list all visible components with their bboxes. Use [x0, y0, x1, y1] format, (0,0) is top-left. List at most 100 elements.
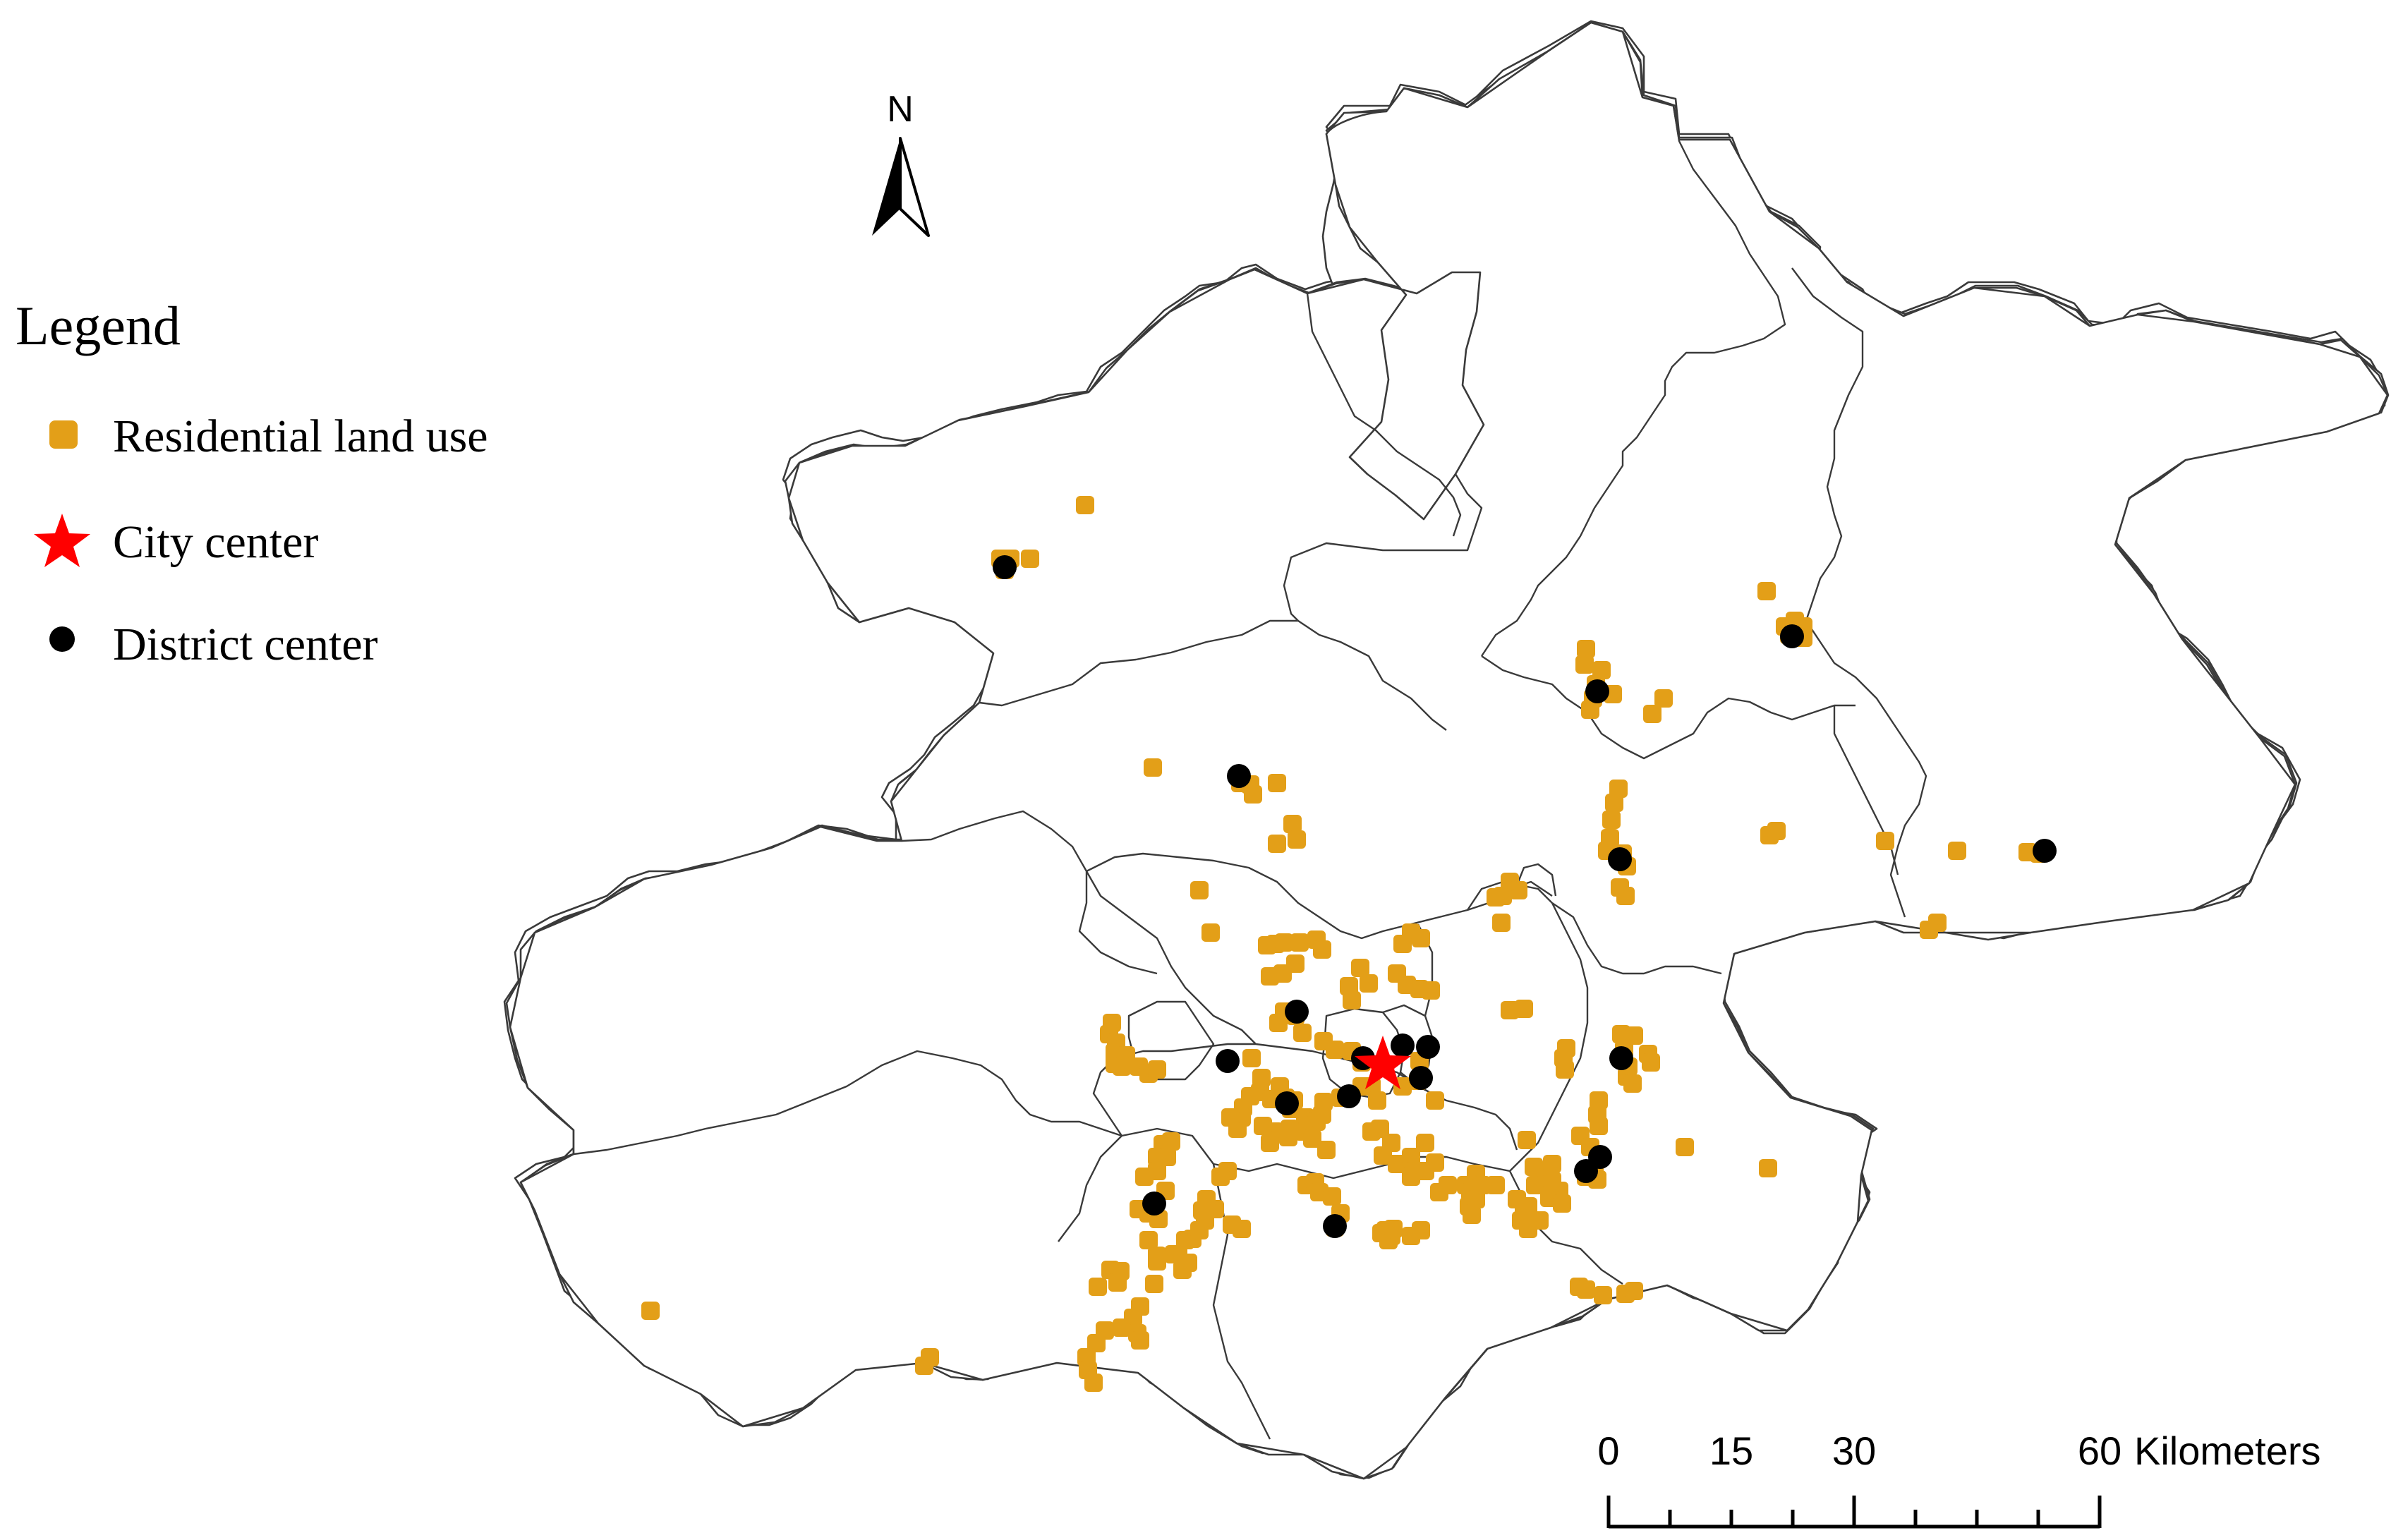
residential-land-use-marker	[1625, 1282, 1643, 1300]
residential-land-use-marker	[1193, 1201, 1211, 1220]
residential-land-use-marker	[1148, 1060, 1166, 1079]
scale-bar-line	[1606, 1496, 2102, 1529]
residential-land-use-marker	[1416, 1134, 1434, 1152]
residential-land-use-marker	[1351, 959, 1369, 977]
scale-tick-30: 30	[1832, 1429, 1876, 1473]
scale-tick-0: 0	[1597, 1429, 1619, 1473]
residential-land-use-marker	[1609, 780, 1628, 798]
boundary-huairou-west	[1283, 473, 1483, 622]
residential-land-use-marker	[1261, 1134, 1279, 1152]
district-center-marker	[1409, 1066, 1433, 1090]
boundary-tongzhou-east	[1551, 902, 1722, 975]
residential-land-use-marker	[1405, 1162, 1423, 1180]
boundary-mentougou-fangshan	[573, 1050, 1122, 1156]
legend-residential-symbol	[49, 420, 78, 449]
residential-land-use-marker	[1519, 1220, 1537, 1238]
residential-land-use-marker	[1467, 1190, 1485, 1208]
residential-land-use-marker	[1426, 1091, 1444, 1110]
residential-land-use-marker	[1087, 1334, 1106, 1352]
district-center-marker	[1275, 1091, 1299, 1115]
residential-land-use-marker	[1021, 550, 1039, 568]
district-center-markers	[993, 555, 2057, 1238]
residential-land-use-marker	[1581, 701, 1599, 719]
residential-land-use-marker	[1642, 1053, 1660, 1072]
residential-land-use-marker	[1515, 1000, 1533, 1018]
residential-land-use-marker	[1492, 914, 1511, 932]
boundary-huairou-miyun	[1481, 105, 1786, 657]
boundary-changping-west	[901, 810, 1158, 975]
residential-land-use-marker	[1314, 1093, 1333, 1111]
residential-land-use-marker	[1371, 1120, 1389, 1138]
residential-land-use-marker	[1543, 1155, 1561, 1173]
north-arrow-label: N	[887, 89, 914, 130]
residential-land-use-marker	[1131, 1331, 1149, 1350]
residential-land-use-marker	[1556, 1060, 1574, 1079]
city-center-star	[1355, 1036, 1411, 1089]
district-center-marker	[993, 555, 1017, 579]
north-arrow-icon	[872, 137, 930, 237]
residential-land-use-marker	[1577, 1280, 1595, 1299]
residential-land-use-marker	[1594, 1286, 1612, 1304]
residential-land-use-marker	[1767, 822, 1786, 840]
legend-district-center-symbol	[49, 626, 75, 652]
residential-land-use-marker	[1518, 1131, 1536, 1149]
residential-land-use-marker	[1113, 1318, 1131, 1337]
residential-land-use-marker	[1303, 1129, 1321, 1148]
residential-land-use-marker	[1501, 1001, 1519, 1019]
legend: Legend Residential land use City center …	[16, 295, 488, 670]
district-center-marker	[1608, 847, 1632, 871]
residential-land-use-marker	[1422, 981, 1440, 1000]
residential-land-use-marker	[1757, 582, 1776, 600]
residential-land-use-marker	[1144, 758, 1162, 777]
residential-land-use-marker	[1759, 1159, 1777, 1177]
residential-land-use-marker	[1368, 1091, 1386, 1110]
region-outline-main	[509, 21, 2389, 1480]
residential-land-use-marker	[1343, 991, 1361, 1010]
district-center-marker	[2033, 839, 2057, 863]
residential-land-use-marker	[1487, 1176, 1505, 1194]
residential-land-use-marker	[1190, 881, 1209, 899]
residential-land-use-marker	[1145, 1275, 1163, 1293]
residential-land-use-marker	[1439, 1176, 1457, 1194]
residential-land-use-marker	[1676, 1138, 1694, 1156]
residential-land-use-marker	[641, 1302, 660, 1320]
residential-land-use-marker	[1393, 935, 1412, 953]
residential-land-use-marker	[1076, 496, 1094, 514]
residential-land-use-marker	[1290, 933, 1309, 952]
district-center-marker	[1780, 624, 1804, 648]
residential-land-use-marker	[1625, 1026, 1643, 1045]
residential-land-use-marker	[1279, 1128, 1297, 1146]
residential-land-use-marker	[1602, 811, 1621, 829]
district-center-marker	[1337, 1084, 1361, 1108]
residential-land-use-marker	[1165, 1245, 1183, 1263]
residential-land-use-marker	[1190, 1221, 1209, 1239]
residential-land-use-marker	[1108, 1273, 1127, 1292]
residential-land-use-marker	[1326, 1041, 1344, 1059]
residential-land-use-marker	[1317, 1141, 1336, 1159]
residential-land-use-marker	[1113, 1057, 1131, 1076]
legend-district-center-label: District center	[113, 619, 378, 670]
north-arrow: N	[872, 89, 930, 237]
residential-land-use-marker	[1412, 929, 1430, 947]
legend-title: Legend	[16, 295, 181, 356]
residential-land-use-marker	[1176, 1231, 1194, 1249]
boundary-shunyi-spur	[1515, 863, 1557, 897]
residential-land-use-marker	[1221, 1108, 1240, 1127]
residential-land-use-marker	[1244, 785, 1262, 804]
scale-tick-15: 15	[1709, 1429, 1753, 1473]
residential-land-use-marker	[1526, 1176, 1544, 1194]
residential-land-use-marker	[1084, 1374, 1103, 1392]
residential-land-use-marker	[1487, 888, 1505, 907]
boundary-huairou-shunyi	[1481, 655, 1856, 760]
residential-land-use-marker	[1242, 1049, 1261, 1067]
residential-land-use-marker	[1374, 1146, 1392, 1165]
residential-land-use-marker	[1592, 661, 1611, 679]
district-center-marker	[1416, 1035, 1440, 1059]
residential-land-use-marker	[1654, 689, 1673, 708]
residential-land-use-marker	[1283, 815, 1302, 833]
residential-markers	[641, 496, 2048, 1392]
district-center-marker	[1227, 764, 1251, 788]
boundary-fangshan-mentougou-east	[1058, 1135, 1122, 1242]
legend-city-center-label: City center	[113, 516, 318, 568]
scale-unit: Kilometers	[2134, 1429, 2321, 1473]
